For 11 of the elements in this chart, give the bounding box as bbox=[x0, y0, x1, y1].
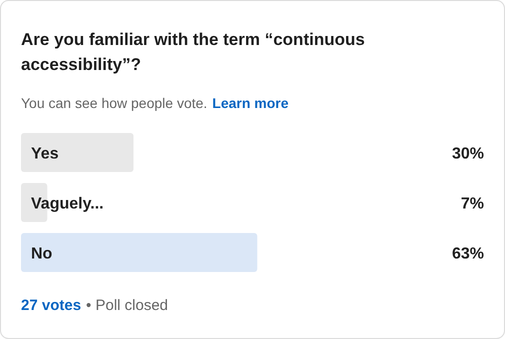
data-label: 30% bbox=[452, 146, 484, 162]
chart-subtitle: You can see how people vote. bbox=[21, 95, 208, 111]
y-tick-label: Vaguely... bbox=[31, 196, 104, 212]
data-label: 63% bbox=[452, 246, 484, 262]
data-label: 7% bbox=[460, 196, 484, 212]
y-tick-label: Yes bbox=[31, 146, 59, 162]
text: 27 votes bbox=[21, 297, 82, 314]
chart-title: Are you familiar with the term “continuous accessibility”? bbox=[21, 30, 365, 74]
text: Learn more bbox=[212, 95, 289, 111]
y-tick-label: No bbox=[31, 246, 53, 262]
text: • Poll closed bbox=[86, 297, 168, 314]
